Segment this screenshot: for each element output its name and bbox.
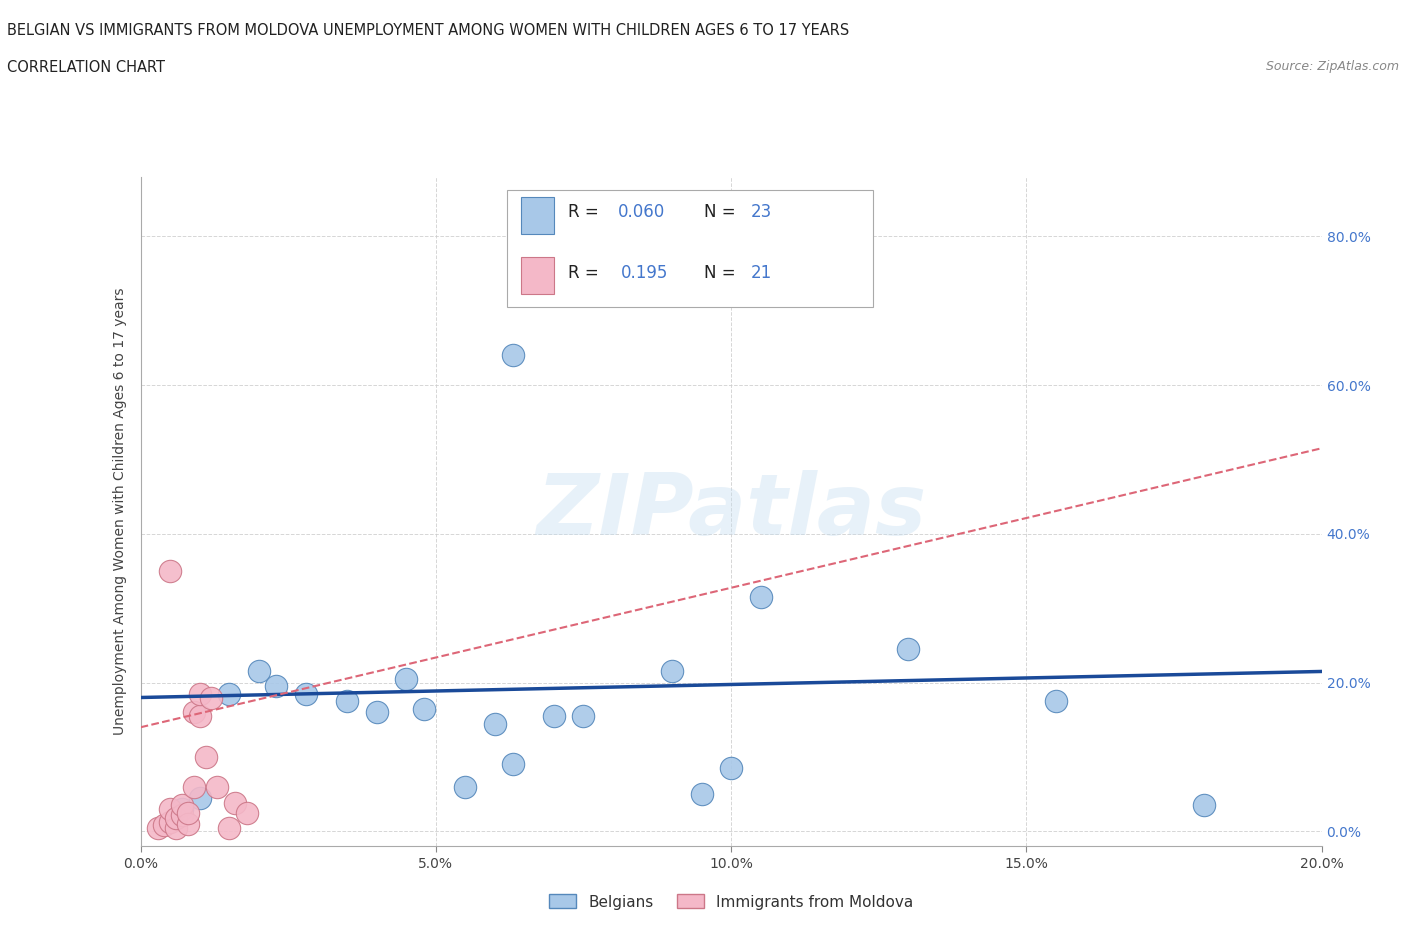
Text: ZIPatlas: ZIPatlas <box>536 470 927 553</box>
Point <box>188 790 211 805</box>
FancyBboxPatch shape <box>506 190 873 307</box>
Point <box>170 798 193 813</box>
Bar <box>520 257 554 294</box>
Point <box>224 796 246 811</box>
Point <box>200 690 222 705</box>
Legend: Belgians, Immigrants from Moldova: Belgians, Immigrants from Moldova <box>543 888 920 916</box>
Point <box>218 686 240 701</box>
Point <box>543 709 565 724</box>
Text: 0.195: 0.195 <box>621 264 669 282</box>
Point <box>170 802 193 817</box>
Point <box>502 348 524 363</box>
Point <box>336 694 359 709</box>
Text: 21: 21 <box>751 264 772 282</box>
Point <box>153 818 176 833</box>
Point <box>207 779 229 794</box>
Point <box>661 664 683 679</box>
Point <box>218 820 240 835</box>
Point <box>159 564 181 578</box>
Text: N =: N = <box>704 204 741 221</box>
Point <box>183 779 205 794</box>
Text: Source: ZipAtlas.com: Source: ZipAtlas.com <box>1265 60 1399 73</box>
Point <box>170 807 193 822</box>
Point <box>183 705 205 720</box>
Point <box>236 805 259 820</box>
Point <box>454 779 477 794</box>
Text: CORRELATION CHART: CORRELATION CHART <box>7 60 165 75</box>
Point <box>484 716 506 731</box>
Point <box>266 679 288 694</box>
Text: R =: R = <box>568 264 609 282</box>
Point <box>159 815 181 830</box>
Point <box>1192 798 1215 813</box>
Point <box>720 761 742 776</box>
Point <box>177 817 200 831</box>
Point <box>247 664 270 679</box>
Point <box>395 671 418 686</box>
Point <box>177 805 200 820</box>
Text: BELGIAN VS IMMIGRANTS FROM MOLDOVA UNEMPLOYMENT AMONG WOMEN WITH CHILDREN AGES 6: BELGIAN VS IMMIGRANTS FROM MOLDOVA UNEMP… <box>7 23 849 38</box>
Text: 0.060: 0.060 <box>617 204 665 221</box>
Point <box>897 642 920 657</box>
Point <box>165 820 187 835</box>
Point <box>159 802 181 817</box>
Point <box>502 757 524 772</box>
Point <box>165 811 187 826</box>
Point <box>366 705 388 720</box>
Point <box>295 686 318 701</box>
Y-axis label: Unemployment Among Women with Children Ages 6 to 17 years: Unemployment Among Women with Children A… <box>112 287 127 736</box>
Point <box>188 686 211 701</box>
Point <box>1045 694 1067 709</box>
Point <box>690 787 713 802</box>
Text: 23: 23 <box>751 204 772 221</box>
Point <box>413 701 436 716</box>
Bar <box>520 197 554 233</box>
Text: N =: N = <box>704 264 741 282</box>
Point <box>188 709 211 724</box>
Point <box>194 750 217 764</box>
Text: R =: R = <box>568 204 605 221</box>
Point <box>749 590 772 604</box>
Point <box>148 820 170 835</box>
Point <box>572 709 595 724</box>
